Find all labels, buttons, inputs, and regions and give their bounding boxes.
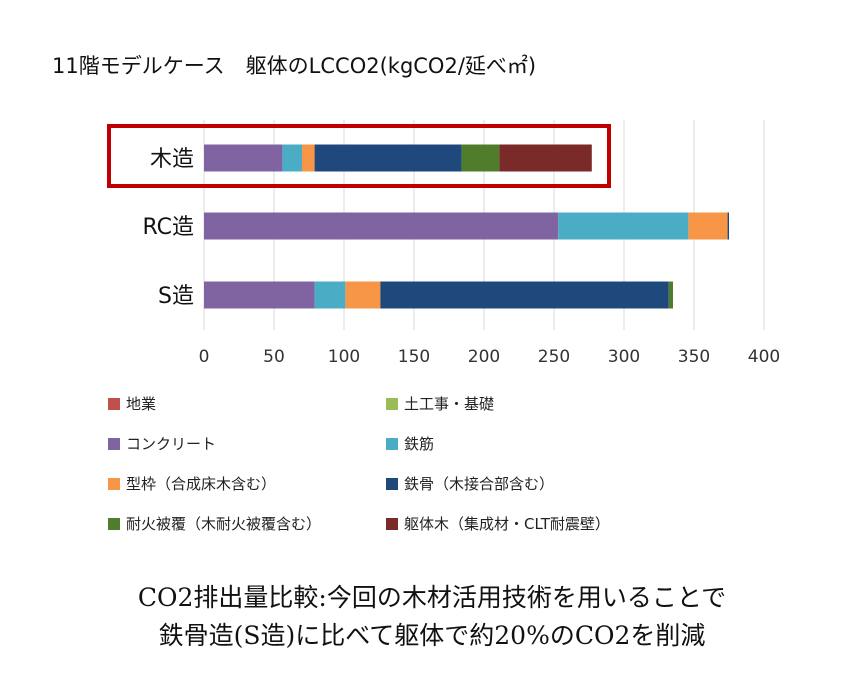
bar-segment [461, 144, 500, 172]
bar-segment [558, 212, 689, 240]
highlight-box-wood [107, 124, 611, 188]
bar-segment [282, 144, 302, 172]
x-tick-label: 400 [748, 347, 780, 367]
legend-item: 鉄筋 [386, 433, 434, 454]
x-tick-label: 50 [263, 347, 285, 367]
legend-swatch [386, 397, 398, 410]
category-label: 木造 [150, 147, 194, 172]
bar-segment [345, 281, 381, 309]
bar-segment [204, 281, 315, 309]
legend-label: 土工事・基礎 [404, 395, 495, 413]
legend-item: 型枠（合成床木含む） [108, 473, 276, 494]
x-tick-label: 250 [538, 347, 570, 367]
bar-segment [499, 144, 592, 172]
bar-segment [688, 212, 728, 240]
category-label: S造 [158, 284, 194, 309]
bar-segment [380, 281, 669, 309]
legend-item: 地業 [108, 393, 156, 414]
legend: 地業 土工事・基礎コンクリート 鉄筋型枠（合成床木含む） 鉄骨（木接合部含む） 耐火被覆… [108, 393, 768, 553]
x-tick-label: 150 [398, 347, 430, 367]
legend-swatch [108, 517, 120, 530]
bar-segment [314, 144, 462, 172]
legend-item: 土工事・基礎 [386, 393, 494, 414]
x-tick-label: 0 [199, 347, 210, 367]
legend-label: 地業 [126, 395, 157, 413]
caption-line-1: CO2排出量比較:今回の木材活用技術を用いることで [137, 583, 727, 612]
legend-swatch [108, 397, 120, 410]
legend-item: 鉄骨（木接合部含む） [386, 473, 554, 494]
legend-swatch [108, 477, 120, 490]
bar-segment [204, 212, 559, 240]
x-tick-label: 300 [608, 347, 640, 367]
legend-label: 躯体木（集成材・CLT耐震壁） [404, 515, 610, 533]
bar-segment [314, 281, 346, 309]
legend-swatch [386, 437, 398, 450]
caption-line-2: 鉄骨造(S造)に比べて躯体で約20%のCO2を削減 [158, 621, 706, 650]
legend-label: 型枠（合成床木含む） [126, 475, 277, 493]
legend-label: コンクリート [126, 435, 217, 453]
legend-label: 鉄筋 [404, 435, 435, 453]
stacked-bar-chart: 木造 RC造 S造 0 50 100 150 200 250 300 350 400 [107, 120, 780, 367]
legend-label: 鉄骨（木接合部含む） [404, 475, 555, 493]
legend-item: 耐火被覆（木耐火被覆含む） [108, 513, 321, 534]
x-tick-label: 350 [678, 347, 710, 367]
legend-swatch [108, 437, 120, 450]
legend-item: コンクリート [108, 433, 216, 454]
legend-item: 躯体木（集成材・CLT耐震壁） [386, 513, 610, 534]
legend-label: 耐火被覆（木耐火被覆含む） [126, 515, 322, 533]
bar-segment [727, 212, 729, 240]
bar-segment [204, 144, 283, 172]
chart-title: 11階モデルケース 躯体のLCCO2(kgCO2/延べ㎡) [52, 54, 537, 78]
bar-segment [668, 281, 673, 309]
x-tick-label: 100 [328, 347, 360, 367]
bar-segment [302, 144, 315, 172]
legend-swatch [386, 517, 398, 530]
category-label: RC造 [142, 215, 194, 240]
legend-swatch [386, 477, 398, 490]
x-tick-label: 200 [468, 347, 500, 367]
